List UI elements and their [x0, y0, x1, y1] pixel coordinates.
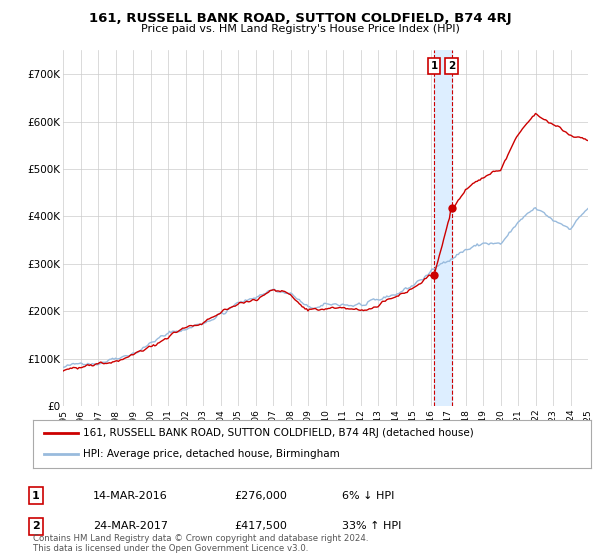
- Text: £417,500: £417,500: [234, 521, 287, 531]
- Text: £276,000: £276,000: [234, 491, 287, 501]
- Text: 1: 1: [430, 61, 437, 71]
- Text: Price paid vs. HM Land Registry's House Price Index (HPI): Price paid vs. HM Land Registry's House …: [140, 24, 460, 34]
- Text: 2: 2: [32, 521, 40, 531]
- Text: 1: 1: [32, 491, 40, 501]
- Text: HPI: Average price, detached house, Birmingham: HPI: Average price, detached house, Birm…: [83, 449, 340, 459]
- Text: 24-MAR-2017: 24-MAR-2017: [93, 521, 168, 531]
- Text: 6% ↓ HPI: 6% ↓ HPI: [342, 491, 394, 501]
- Text: 14-MAR-2016: 14-MAR-2016: [93, 491, 168, 501]
- Text: 33% ↑ HPI: 33% ↑ HPI: [342, 521, 401, 531]
- Bar: [434, 50, 452, 406]
- Text: 161, RUSSELL BANK ROAD, SUTTON COLDFIELD, B74 4RJ (detached house): 161, RUSSELL BANK ROAD, SUTTON COLDFIELD…: [83, 428, 474, 438]
- Text: 161, RUSSELL BANK ROAD, SUTTON COLDFIELD, B74 4RJ: 161, RUSSELL BANK ROAD, SUTTON COLDFIELD…: [89, 12, 511, 25]
- Text: 2: 2: [448, 61, 455, 71]
- Text: Contains HM Land Registry data © Crown copyright and database right 2024.
This d: Contains HM Land Registry data © Crown c…: [33, 534, 368, 553]
